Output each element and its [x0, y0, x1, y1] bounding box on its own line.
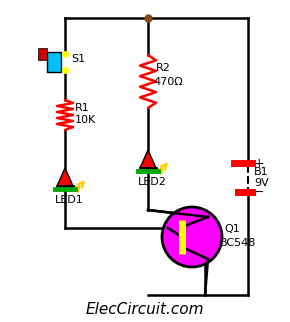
Text: LED2: LED2 [138, 177, 167, 187]
Circle shape [162, 207, 222, 267]
Text: 10K: 10K [75, 115, 96, 125]
Text: R1: R1 [75, 103, 90, 113]
Text: 9V: 9V [254, 178, 269, 188]
Text: S1: S1 [71, 54, 85, 64]
Polygon shape [140, 150, 156, 168]
Text: LED1: LED1 [55, 195, 84, 205]
Text: −: − [254, 185, 264, 198]
FancyBboxPatch shape [38, 48, 47, 60]
Text: BC548: BC548 [220, 238, 256, 248]
Text: Q1: Q1 [224, 224, 240, 234]
Text: ElecCircuit.com: ElecCircuit.com [86, 302, 204, 317]
FancyBboxPatch shape [47, 52, 61, 72]
Text: +: + [254, 156, 264, 169]
Text: B1: B1 [254, 167, 269, 177]
Text: 470Ω: 470Ω [153, 77, 183, 87]
Text: R2: R2 [156, 63, 171, 73]
Polygon shape [57, 168, 73, 186]
